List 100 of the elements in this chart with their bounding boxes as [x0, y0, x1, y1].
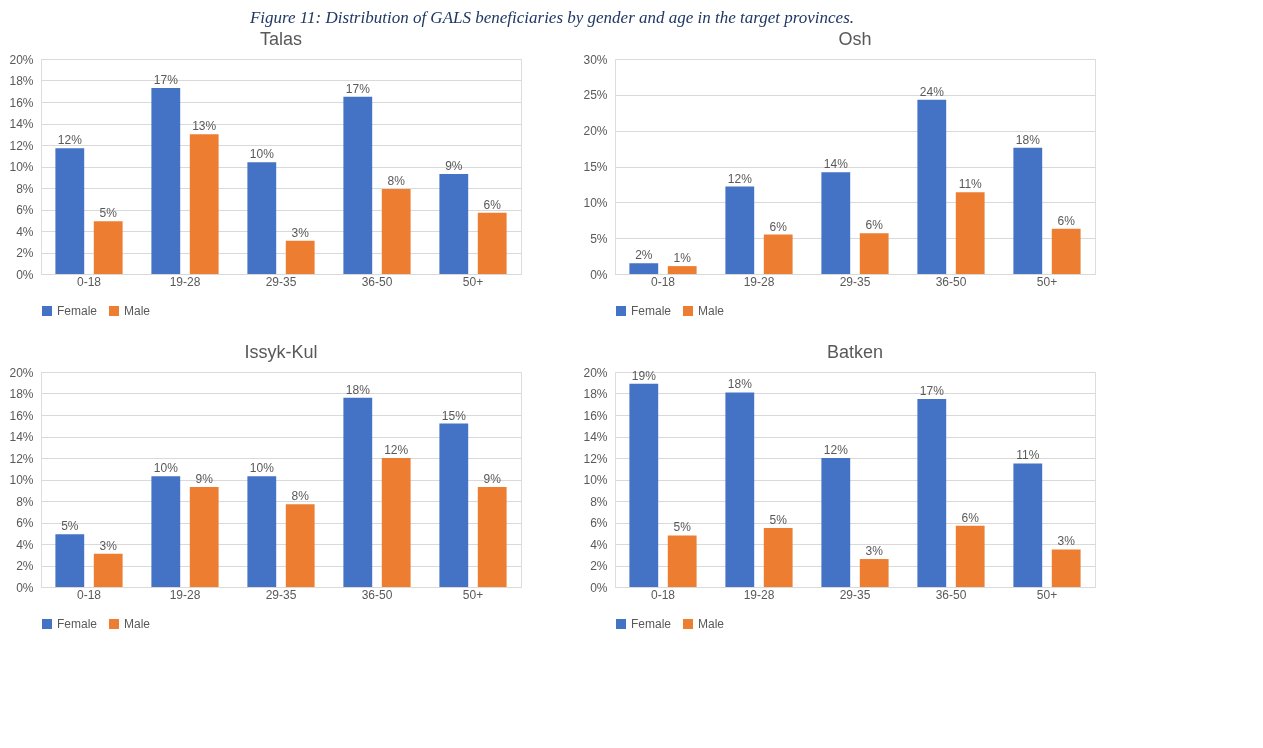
- chart-title: Osh: [838, 29, 872, 49]
- bar: [343, 397, 373, 587]
- y-tick-label: 2%: [16, 246, 34, 260]
- chart-title: Issyk-Kul: [244, 342, 318, 362]
- bar: [247, 162, 277, 274]
- y-tick-label: 20%: [583, 365, 608, 380]
- data-label: 5%: [673, 520, 692, 535]
- data-label: 19%: [631, 368, 657, 383]
- x-tick-label: 19-28: [169, 587, 201, 602]
- bar: [955, 192, 985, 274]
- x-tick-label: 19-28: [169, 274, 201, 289]
- bar: [381, 189, 411, 274]
- bar: [725, 392, 755, 587]
- data-label: 17%: [345, 81, 371, 96]
- x-tick-label: 19-28: [743, 274, 775, 289]
- y-tick-label: 0%: [590, 580, 608, 595]
- data-label: 17%: [919, 383, 945, 398]
- bar: [247, 476, 277, 587]
- chart-title: Batken: [826, 342, 884, 362]
- bar: [629, 383, 659, 587]
- data-label: 6%: [483, 197, 502, 212]
- data-label: 10%: [153, 461, 179, 476]
- data-label: 8%: [387, 174, 406, 189]
- data-label: 12%: [57, 133, 83, 148]
- y-tick-label: 0%: [590, 267, 608, 282]
- bar: [821, 172, 851, 274]
- bar: [439, 174, 469, 274]
- y-tick-label: 6%: [16, 203, 34, 217]
- caption: Figure 11: Distribution of GALS beneficiaries by gender and age in the target provinces.: [248, 7, 855, 27]
- x-tick-label: 50+: [462, 274, 484, 289]
- y-tick-label: 14%: [9, 430, 34, 444]
- data-label: 12%: [823, 443, 849, 457]
- y-tick-label: 18%: [583, 387, 608, 401]
- y-tick-label: 30%: [583, 52, 608, 67]
- y-tick-label: 12%: [583, 451, 608, 466]
- y-tick-label: 15%: [583, 160, 608, 174]
- bar: [821, 458, 851, 587]
- data-label: 3%: [99, 538, 118, 553]
- y-tick-label: 16%: [583, 408, 608, 423]
- y-tick-label: 16%: [9, 408, 34, 423]
- bar: [343, 96, 373, 274]
- data-label: 12%: [384, 443, 409, 457]
- bar: [55, 534, 85, 587]
- y-tick-label: 2%: [590, 559, 608, 573]
- y-tick-label: 10%: [9, 473, 34, 487]
- data-label: 5%: [99, 206, 118, 221]
- y-tick-label: 6%: [590, 516, 608, 530]
- bar: [725, 186, 755, 274]
- data-label: 18%: [1015, 132, 1041, 147]
- y-tick-label: 10%: [583, 473, 608, 487]
- legend-label: Male: [698, 304, 725, 318]
- x-tick-label: 50+: [462, 587, 484, 602]
- bar: [93, 553, 123, 587]
- data-label: 24%: [919, 84, 945, 99]
- bar: [763, 234, 793, 274]
- y-tick-label: 12%: [9, 138, 34, 153]
- data-label: 5%: [769, 512, 788, 527]
- bar: [151, 88, 181, 274]
- data-label: 12%: [727, 171, 753, 186]
- x-tick-label: 29-35: [839, 587, 871, 602]
- bar: [477, 487, 507, 587]
- bar: [439, 423, 469, 587]
- data-label: 15%: [441, 408, 467, 423]
- data-label: 9%: [445, 159, 463, 174]
- y-tick-label: 5%: [590, 231, 608, 246]
- y-tick-label: 14%: [9, 117, 34, 131]
- legend-label: Female: [631, 304, 672, 318]
- y-tick-label: 4%: [16, 537, 34, 552]
- y-tick-label: 20%: [9, 365, 34, 380]
- x-tick-label: 36-50: [935, 274, 967, 289]
- bar: [859, 233, 889, 274]
- bar: [55, 148, 85, 274]
- y-tick-label: 8%: [16, 181, 34, 196]
- legend-label: Female: [57, 617, 98, 631]
- y-tick-label: 2%: [16, 559, 34, 573]
- data-label: 11%: [958, 177, 983, 192]
- data-label: 3%: [291, 225, 310, 240]
- y-tick-label: 8%: [16, 494, 34, 509]
- data-label: 6%: [1057, 213, 1076, 228]
- x-tick-label: 29-35: [839, 274, 871, 289]
- data-label: 3%: [865, 544, 884, 559]
- bar: [1013, 147, 1043, 274]
- legend-label: Female: [631, 617, 672, 631]
- bar: [917, 99, 947, 274]
- bar: [1051, 228, 1081, 274]
- data-label: 11%: [1016, 448, 1040, 463]
- bar: [189, 487, 219, 587]
- bar: [477, 212, 507, 274]
- legend-label: Female: [57, 304, 98, 318]
- bar: [1013, 463, 1043, 587]
- legend-label: Male: [698, 617, 725, 631]
- x-tick-label: 19-28: [743, 587, 775, 602]
- bar: [859, 559, 889, 587]
- x-tick-label: 29-35: [265, 587, 297, 602]
- x-tick-label: 50+: [1036, 274, 1058, 289]
- y-tick-label: 10%: [9, 160, 34, 174]
- bar: [667, 266, 697, 274]
- data-label: 8%: [291, 489, 310, 504]
- legend-label: Male: [124, 617, 151, 631]
- chart-title: Talas: [259, 29, 303, 49]
